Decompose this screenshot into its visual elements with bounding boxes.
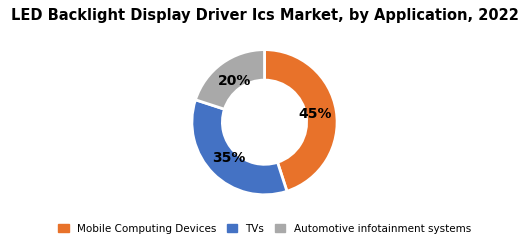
Wedge shape <box>264 50 337 191</box>
Legend: Mobile Computing Devices, TVs, Automotive infotainment systems: Mobile Computing Devices, TVs, Automotiv… <box>55 220 474 237</box>
Title: LED Backlight Display Driver Ics Market, by Application, 2022: LED Backlight Display Driver Ics Market,… <box>11 8 518 23</box>
Text: 35%: 35% <box>212 151 245 165</box>
Wedge shape <box>192 100 287 195</box>
Text: 45%: 45% <box>298 107 332 121</box>
Text: 20%: 20% <box>218 74 251 88</box>
Wedge shape <box>195 50 264 109</box>
